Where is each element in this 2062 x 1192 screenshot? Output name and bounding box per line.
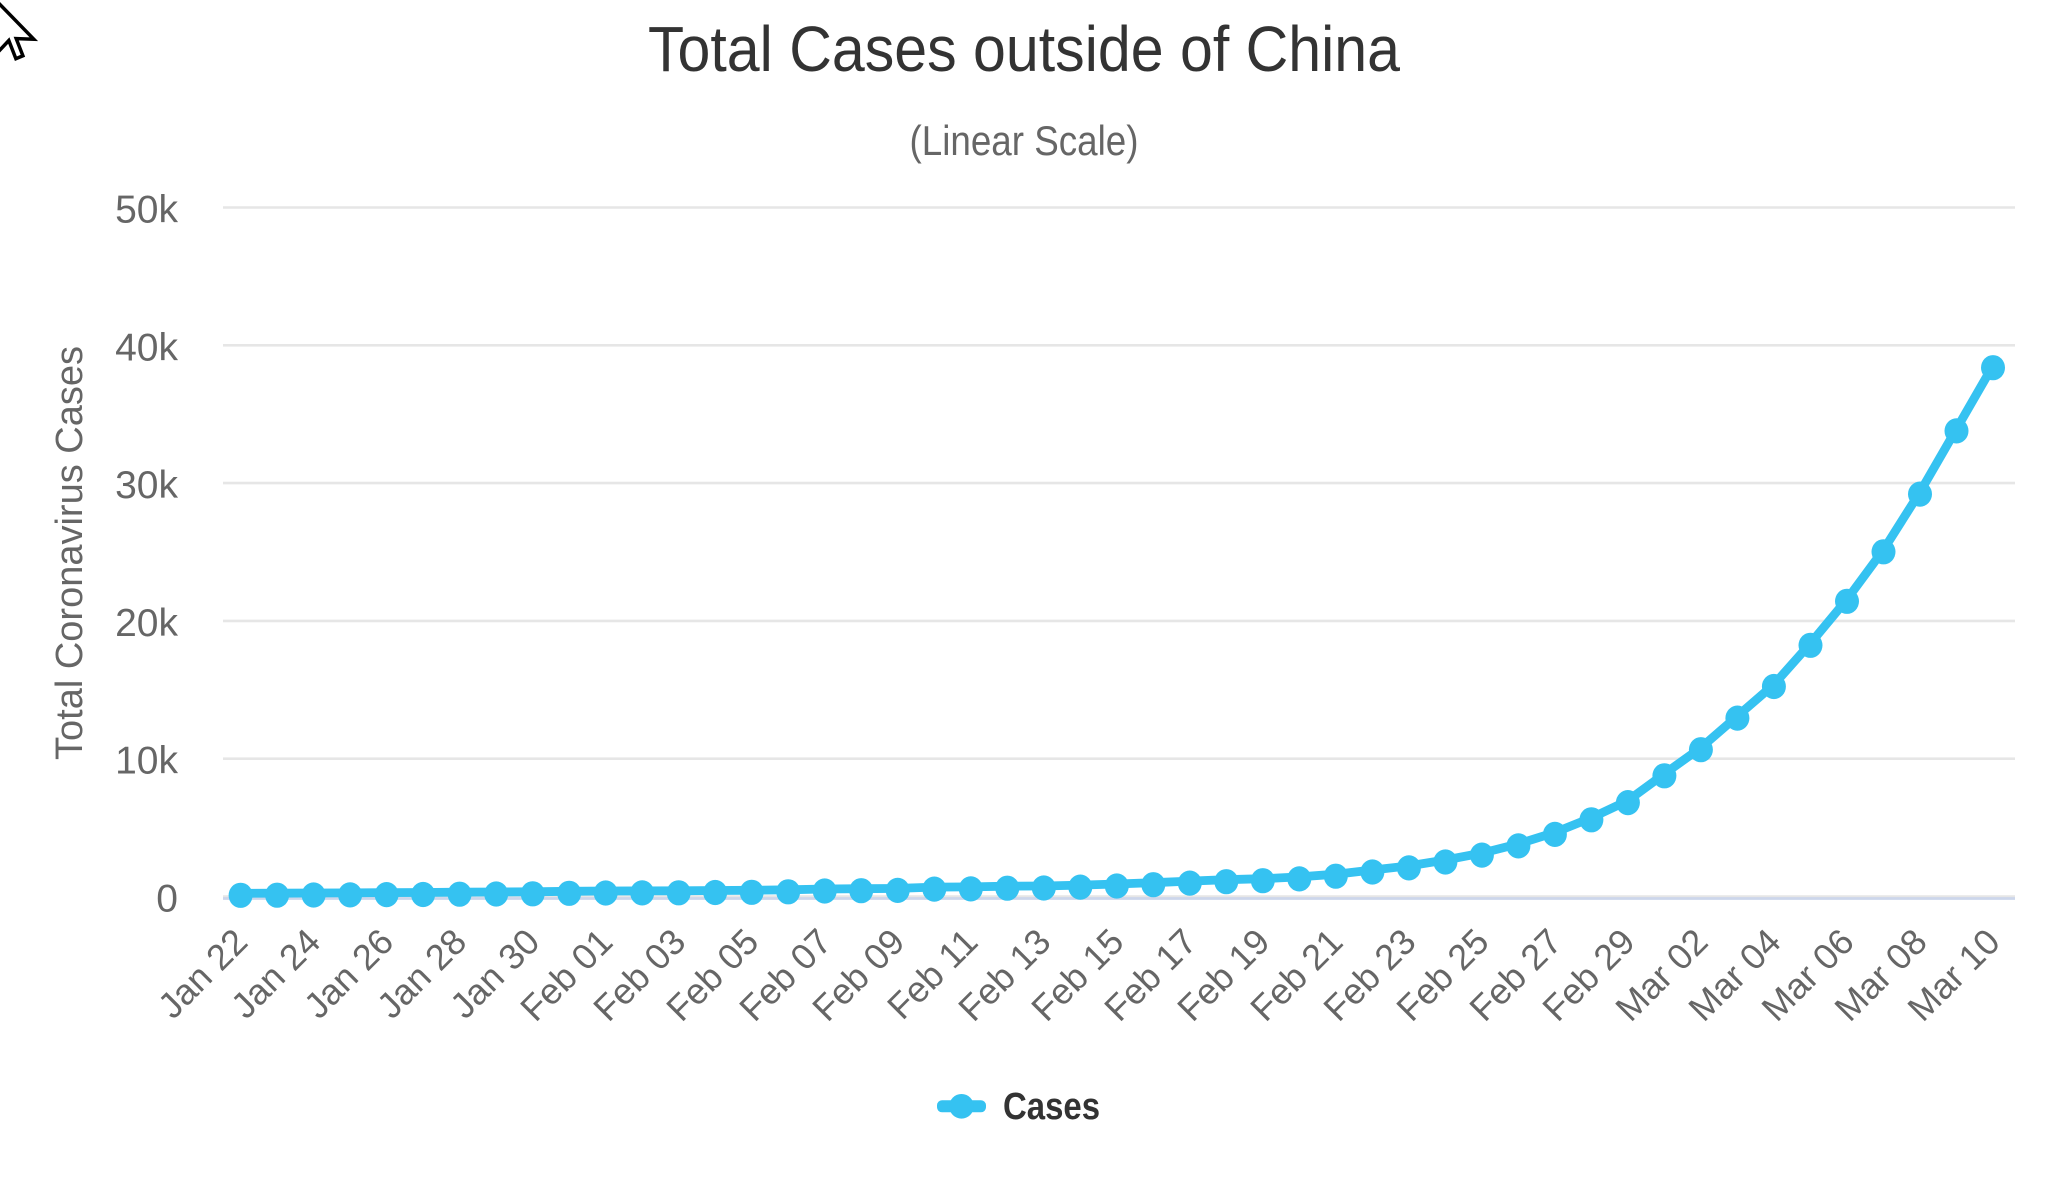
svg-text:Total Coronavirus Cases: Total Coronavirus Cases: [49, 346, 91, 760]
svg-text:20k: 20k: [115, 602, 178, 645]
svg-text:(Linear Scale): (Linear Scale): [910, 117, 1139, 164]
svg-text:30k: 30k: [115, 464, 178, 507]
svg-text:Total Cases outside of China: Total Cases outside of China: [648, 13, 1400, 85]
svg-text:Cases: Cases: [1003, 1086, 1100, 1128]
svg-text:10k: 10k: [115, 740, 178, 783]
svg-text:0: 0: [156, 878, 178, 921]
svg-text:40k: 40k: [115, 327, 178, 370]
svg-text:50k: 50k: [115, 189, 178, 232]
